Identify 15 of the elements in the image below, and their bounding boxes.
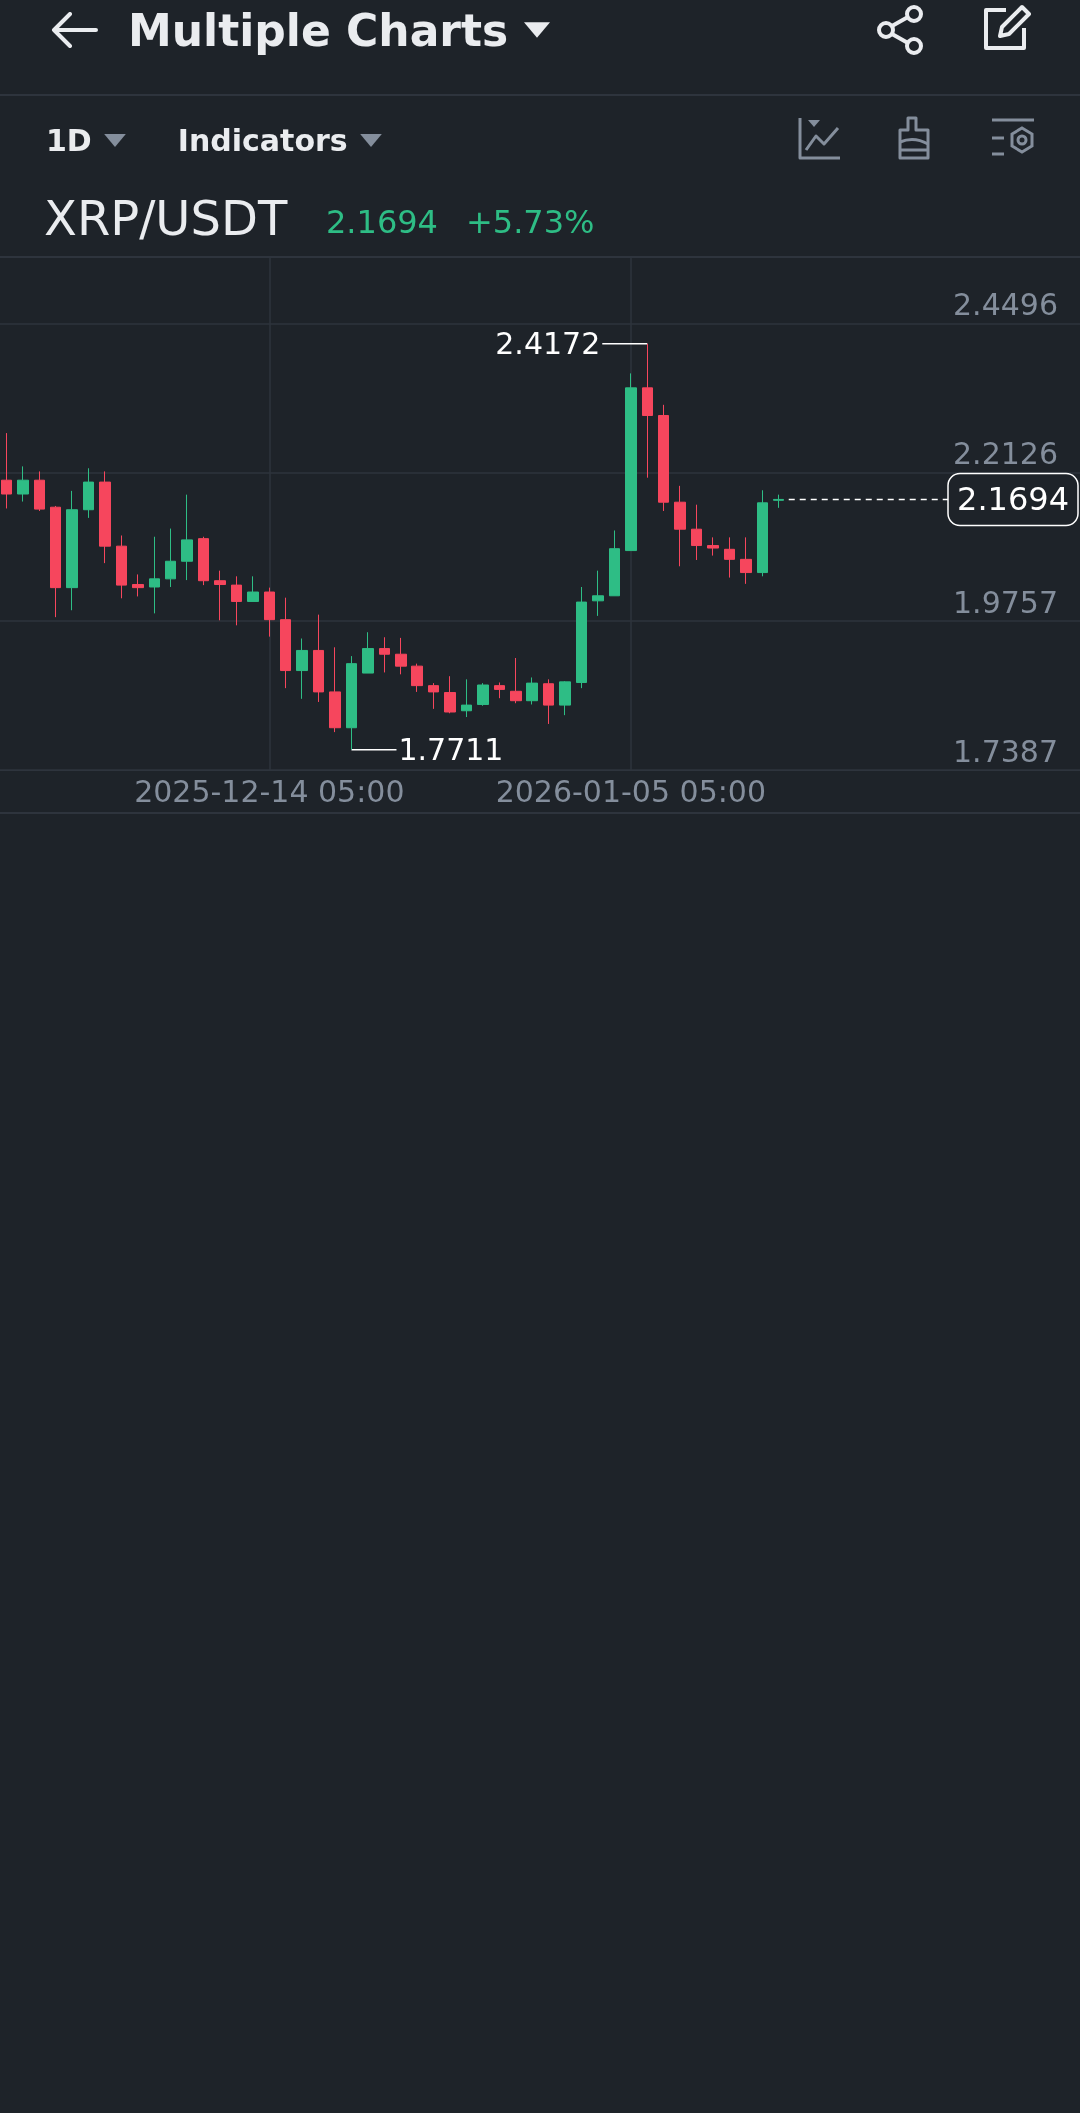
text: +5.73% bbox=[466, 202, 595, 243]
x-tick-label: 2025-12-14 05:00 bbox=[134, 773, 405, 809]
chart-subtitle: 2.1694 bbox=[326, 202, 438, 243]
chart-title: XRP/USDT bbox=[44, 189, 288, 248]
x-tick-label: 2026-01-05 05:00 bbox=[495, 773, 767, 809]
annotation: 1.7711 bbox=[398, 732, 504, 768]
y-tick-label: 1.7387 bbox=[953, 733, 1058, 769]
text: 1D bbox=[46, 122, 92, 158]
y-tick-label: 2.4496 bbox=[953, 286, 1058, 322]
text: Multiple Charts bbox=[128, 4, 509, 56]
annotation: 2.4172 bbox=[495, 326, 601, 362]
y-tick-label: 1.9757 bbox=[953, 584, 1058, 620]
ref-line-label: 2.1694 bbox=[957, 480, 1069, 519]
text: Indicators bbox=[177, 122, 348, 158]
y-tick-label: 2.2126 bbox=[953, 435, 1058, 471]
